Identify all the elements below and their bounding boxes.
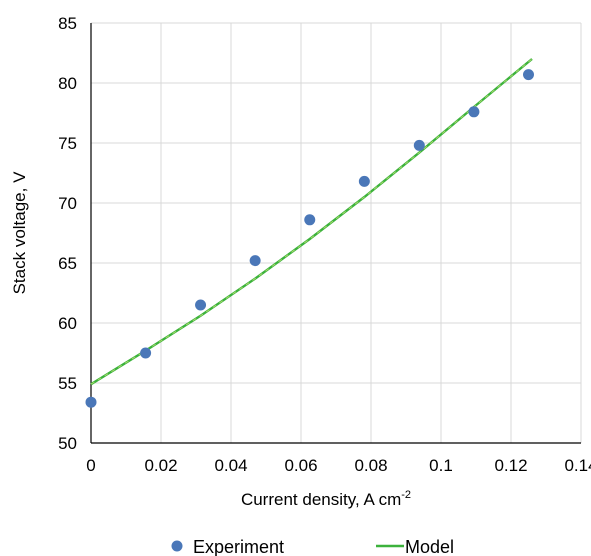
y-tick-label: 75 (58, 134, 77, 153)
y-tick-label: 65 (58, 254, 77, 273)
y-axis-title: Stack voltage, V (10, 171, 29, 295)
experiment-point (413, 139, 425, 151)
y-tick-label: 50 (58, 434, 77, 453)
x-tick-label: 0.1 (429, 456, 453, 475)
tick-labels: 0 0.02 0.04 0.06 0.08 0.1 0.12 0.14 50 55 60 65 70 75… (58, 14, 591, 475)
experiment-point (468, 106, 480, 118)
x-tick-label: 0.02 (144, 456, 177, 475)
x-tick-label: 0.08 (354, 456, 387, 475)
legend-model-label: Model (405, 537, 454, 556)
experiment-point (140, 347, 152, 359)
y-tick-label: 55 (58, 374, 77, 393)
x-tick-label: 0.14 (564, 456, 591, 475)
series (85, 58, 534, 408)
x-axis-title: Current density, A cm-2 (241, 489, 411, 509)
experiment-point (358, 175, 370, 187)
experiment-point (304, 214, 316, 226)
legend-experiment-marker (171, 540, 183, 552)
y-tick-label: 60 (58, 314, 77, 333)
y-tick-label: 70 (58, 194, 77, 213)
legend-experiment-label: Experiment (193, 537, 284, 556)
experiment-point (249, 255, 261, 267)
x-axis-title-superscript: -2 (401, 489, 411, 501)
y-tick-label: 80 (58, 74, 77, 93)
axes (90, 23, 581, 444)
experiment-point (85, 396, 97, 408)
x-tick-label: 0.12 (494, 456, 527, 475)
model-line-highlight (90, 58, 533, 385)
y-tick-label: 85 (58, 14, 77, 33)
experiment-point (195, 299, 207, 311)
experiment-point (523, 69, 534, 81)
legend: Experiment Model (171, 537, 454, 556)
x-axis-title-main: Current density, A cm (241, 490, 401, 509)
x-tick-label: 0.04 (214, 456, 247, 475)
grid (91, 22, 582, 443)
x-tick-label: 0.06 (284, 456, 317, 475)
x-tick-label: 0 (86, 456, 95, 475)
